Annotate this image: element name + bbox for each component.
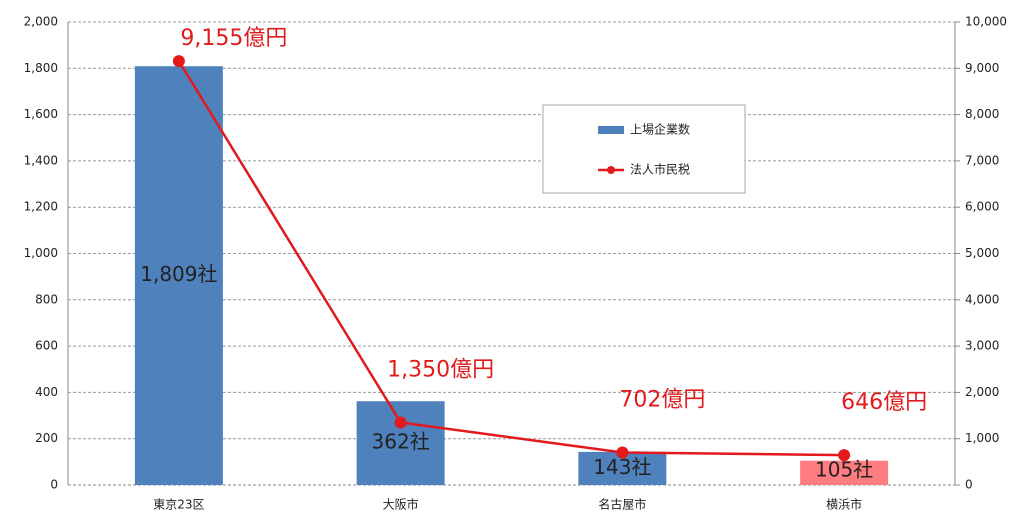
y-tick-label: 1,400 [24, 153, 58, 167]
y-tick-label: 800 [35, 292, 58, 306]
x-tick-label: 大阪市 [383, 497, 419, 512]
y-tick-label: 0 [50, 478, 58, 492]
x-tick-label: 東京23区 [153, 498, 204, 512]
y-tick-label: 1,000 [24, 246, 58, 260]
y-tick-label: 1,200 [24, 200, 58, 214]
bar-value-label: 105社 [815, 458, 873, 482]
y2-tick-label: 7,000 [965, 153, 999, 167]
y2-tick-label: 9,000 [965, 61, 999, 75]
y-tick-label: 1,800 [24, 61, 58, 75]
line-value-label: 702億円 [619, 387, 705, 412]
legend-box [542, 104, 746, 194]
bar [134, 66, 223, 486]
line [177, 60, 845, 457]
y2-tick-label: 4,000 [965, 292, 999, 306]
y-tick-label: 2,000 [24, 15, 58, 29]
bar-value-label: 1,809社 [140, 262, 217, 286]
y2-tick-label: 10,000 [965, 15, 1007, 29]
y-tick-label: 200 [35, 431, 58, 445]
y-tick-label: 400 [35, 385, 58, 399]
line-marker [172, 55, 185, 68]
bar-value-label: 362社 [372, 430, 430, 454]
y2-tick-label: 8,000 [965, 107, 999, 121]
y2-tick-label: 0 [965, 478, 973, 492]
line-marker [838, 449, 851, 462]
y2-tick-label: 1,000 [965, 431, 999, 445]
bar-value-label: 143社 [593, 455, 651, 479]
bar [356, 401, 445, 485]
x-tick-label: 名古屋市 [598, 497, 646, 512]
legend-swatch [607, 166, 615, 174]
line-marker [394, 416, 407, 429]
line-value-label: 1,350億円 [387, 357, 494, 382]
legend-label: 法人市民税 [630, 162, 690, 177]
legend-label: 上場企業数 [630, 122, 690, 137]
line-marker [616, 446, 629, 459]
legend-swatch [598, 126, 624, 134]
y2-tick-label: 3,000 [965, 339, 999, 353]
y2-tick-label: 6,000 [965, 200, 999, 214]
y-tick-label: 1,600 [24, 107, 58, 121]
line-value-label: 646億円 [841, 390, 927, 415]
bar [800, 460, 889, 485]
x-tick-label: 横浜市 [826, 497, 862, 512]
y2-tick-label: 5,000 [965, 246, 999, 260]
y-tick-label: 600 [35, 339, 58, 353]
line-value-label: 9,155億円 [180, 26, 287, 51]
y2-tick-label: 2,000 [965, 385, 999, 399]
